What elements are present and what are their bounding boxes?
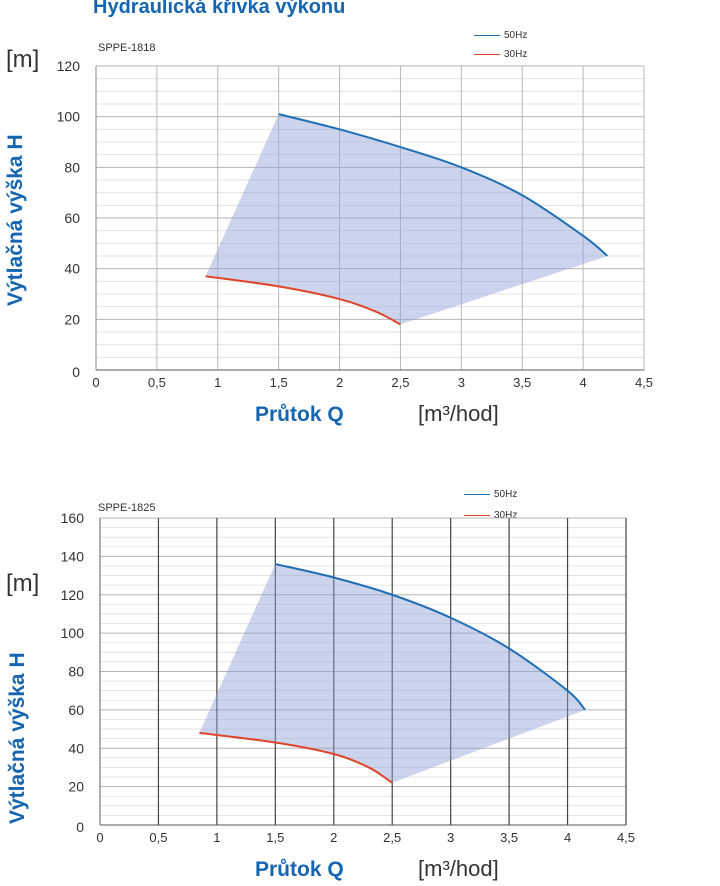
legend-50hz-swatch (464, 494, 490, 495)
x-tick-label: 4 (564, 830, 571, 845)
x-unit-label: [m³/hod] (418, 401, 499, 426)
y-unit-label: [m] (6, 570, 40, 597)
legend-30hz-swatch (464, 515, 490, 516)
operating-region (205, 114, 608, 325)
plot-sppe-1818: 0 0,5 1 1,5 2 2,5 3 3,5 4 4,5 0 20 40 60 80 100 120 (57, 58, 653, 390)
legend-30hz-label: 30Hz (494, 510, 518, 521)
legend-30hz-swatch (474, 54, 500, 55)
x-tick-label: 0 (96, 830, 103, 845)
legend-50hz-label: 50Hz (504, 30, 528, 41)
y-tick-label: 160 (61, 510, 85, 526)
x-unit-label: [m³/hod] (418, 856, 499, 881)
page-title: Hydraulická křivka výkonu (93, 0, 346, 18)
x-tick-label: 2 (336, 375, 343, 390)
y-tick-label: 140 (61, 548, 85, 564)
legend-50hz-swatch (474, 35, 500, 36)
y-tick-label: 120 (61, 587, 85, 603)
x-tick-label: 4,5 (635, 375, 653, 390)
y-tick-label: 20 (64, 311, 80, 327)
x-tick-label: 2 (330, 830, 337, 845)
y-tick-label: 120 (57, 58, 81, 74)
legend-30hz: 30Hz (474, 49, 527, 60)
x-tick-label: 3,5 (513, 375, 531, 390)
series-50hz-line (275, 563, 586, 711)
chart-sppe-1818: [m] Výtlačná výška H SPPE-1818 50Hz 30Hz… (0, 30, 720, 450)
x-tick-label: 0,5 (149, 830, 167, 845)
x-tick-label: 1 (214, 375, 221, 390)
legend-50hz: 50Hz (474, 30, 527, 41)
x-tick-label: 1,5 (270, 375, 288, 390)
y-tick-label: 80 (68, 664, 84, 680)
x-tick-label: 3 (447, 830, 454, 845)
x-tick-label: 1 (213, 830, 220, 845)
plot-sppe-1825: 0 0,5 1 1,5 2 2,5 3 3,5 4 4,5 0 20 40 60 80 100 120 140 16… (61, 510, 635, 845)
y-tick-label: 0 (72, 364, 80, 380)
series-30hz-line (199, 731, 393, 784)
y-tick-label: 40 (64, 261, 80, 277)
x-tick-label: 3 (458, 375, 465, 390)
legend-30hz: 30Hz (464, 510, 517, 521)
x-axis-label: Průtok Q (255, 858, 344, 881)
x-tick-label: 4 (579, 375, 586, 390)
x-tick-label: 3,5 (500, 830, 518, 845)
y-tick-label: 0 (76, 819, 84, 835)
model-label: SPPE-1818 (98, 42, 156, 54)
x-tick-label: 2,5 (383, 830, 401, 845)
legend-30hz-label: 30Hz (504, 49, 528, 60)
x-tick-label: 1,5 (266, 830, 284, 845)
y-tick-label: 80 (64, 159, 80, 175)
y-tick-label: 100 (61, 625, 85, 641)
chart-sppe-1825: SPPE-1825 50Hz 30Hz [m] Výtlačná výška H… (0, 488, 720, 886)
series-30hz-line (205, 275, 401, 326)
y-tick-label: 60 (68, 702, 84, 718)
legend-50hz-label: 50Hz (494, 489, 518, 500)
x-tick-label: 0,5 (148, 375, 166, 390)
grid (95, 65, 645, 371)
x-tick-label: 0 (92, 375, 99, 390)
model-label: SPPE-1825 (98, 502, 156, 514)
y-tick-label: 20 (68, 779, 84, 795)
y-tick-label: 60 (64, 210, 80, 226)
y-unit-label: [m] (6, 46, 40, 73)
y-tick-label: 40 (68, 740, 84, 756)
x-axis-label: Průtok Q (255, 403, 344, 426)
x-tick-label: 2,5 (391, 375, 409, 390)
x-tick-label: 4,5 (617, 830, 635, 845)
legend-50hz: 50Hz (464, 489, 517, 500)
operating-region (199, 564, 586, 783)
series-50hz-line (278, 113, 609, 257)
y-tick-label: 100 (57, 109, 81, 125)
